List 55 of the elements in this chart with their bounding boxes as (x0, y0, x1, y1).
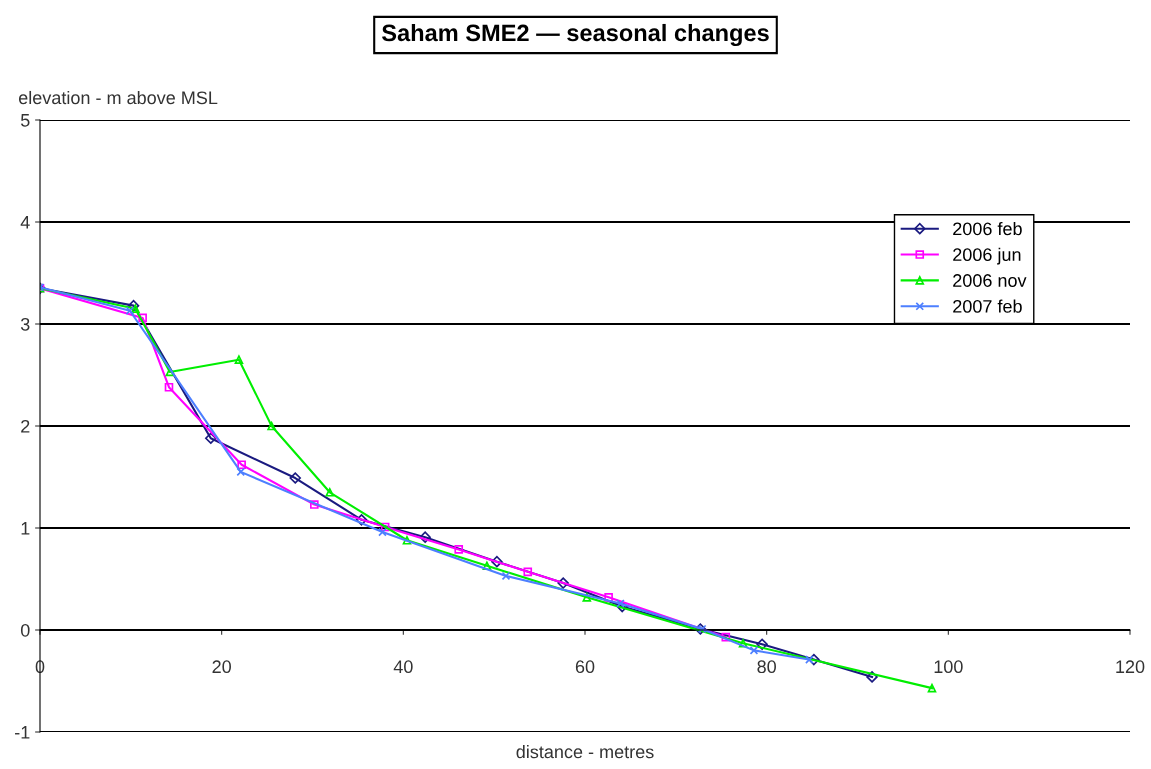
point (482, 561, 492, 571)
point (325, 487, 335, 497)
x-tick-label: 40 (393, 660, 413, 674)
point (236, 467, 246, 477)
point (582, 593, 592, 602)
point (604, 593, 613, 602)
legend-label: 2007 feb (953, 299, 1022, 313)
point (378, 527, 387, 537)
y-tick-label: 0 (20, 623, 30, 637)
x-tick-label: 20 (212, 660, 231, 674)
point (927, 683, 937, 693)
y-tick-label: 2 (21, 419, 30, 433)
y-tick-label: 4 (20, 216, 30, 229)
point (310, 500, 319, 509)
point (127, 299, 140, 312)
x-tick-label: 60 (575, 660, 595, 674)
point (805, 655, 814, 664)
x-tick-label: 100 (934, 660, 963, 674)
point (164, 382, 174, 392)
point (866, 671, 878, 683)
y-tick-label: -1 (15, 726, 30, 739)
y-tick-label: 1 (21, 522, 30, 535)
point (355, 514, 368, 526)
point (205, 432, 217, 444)
point (125, 306, 135, 316)
point (756, 638, 768, 651)
point (721, 632, 731, 642)
point (419, 531, 431, 543)
point (501, 571, 511, 581)
point (138, 313, 147, 323)
point (402, 535, 412, 545)
legend-label: 2006 nov (953, 274, 1027, 287)
y-tick-label: 3 (20, 317, 30, 331)
point (289, 472, 301, 484)
point (749, 646, 759, 655)
point (523, 567, 533, 577)
point (131, 304, 140, 314)
point (557, 577, 569, 589)
point (380, 522, 390, 532)
y-tick-label: 5 (20, 114, 30, 127)
point (738, 638, 748, 648)
point (491, 555, 503, 568)
point (267, 421, 276, 431)
point (237, 460, 246, 470)
x-axis-title: distance - metres (516, 745, 654, 759)
chart-title: Saham SME2 — seasonal changes (381, 23, 769, 47)
point (454, 545, 464, 554)
x-tick-label: 80 (757, 660, 776, 674)
point (616, 599, 625, 608)
legend-label: 2006 jun (953, 247, 1021, 265)
point (234, 355, 244, 365)
y-axis-title: elevation - m above MSL (18, 90, 218, 105)
x-tick-label: 120 (1116, 660, 1145, 674)
point (165, 367, 175, 377)
legend-label: 2006 feb (953, 221, 1022, 236)
